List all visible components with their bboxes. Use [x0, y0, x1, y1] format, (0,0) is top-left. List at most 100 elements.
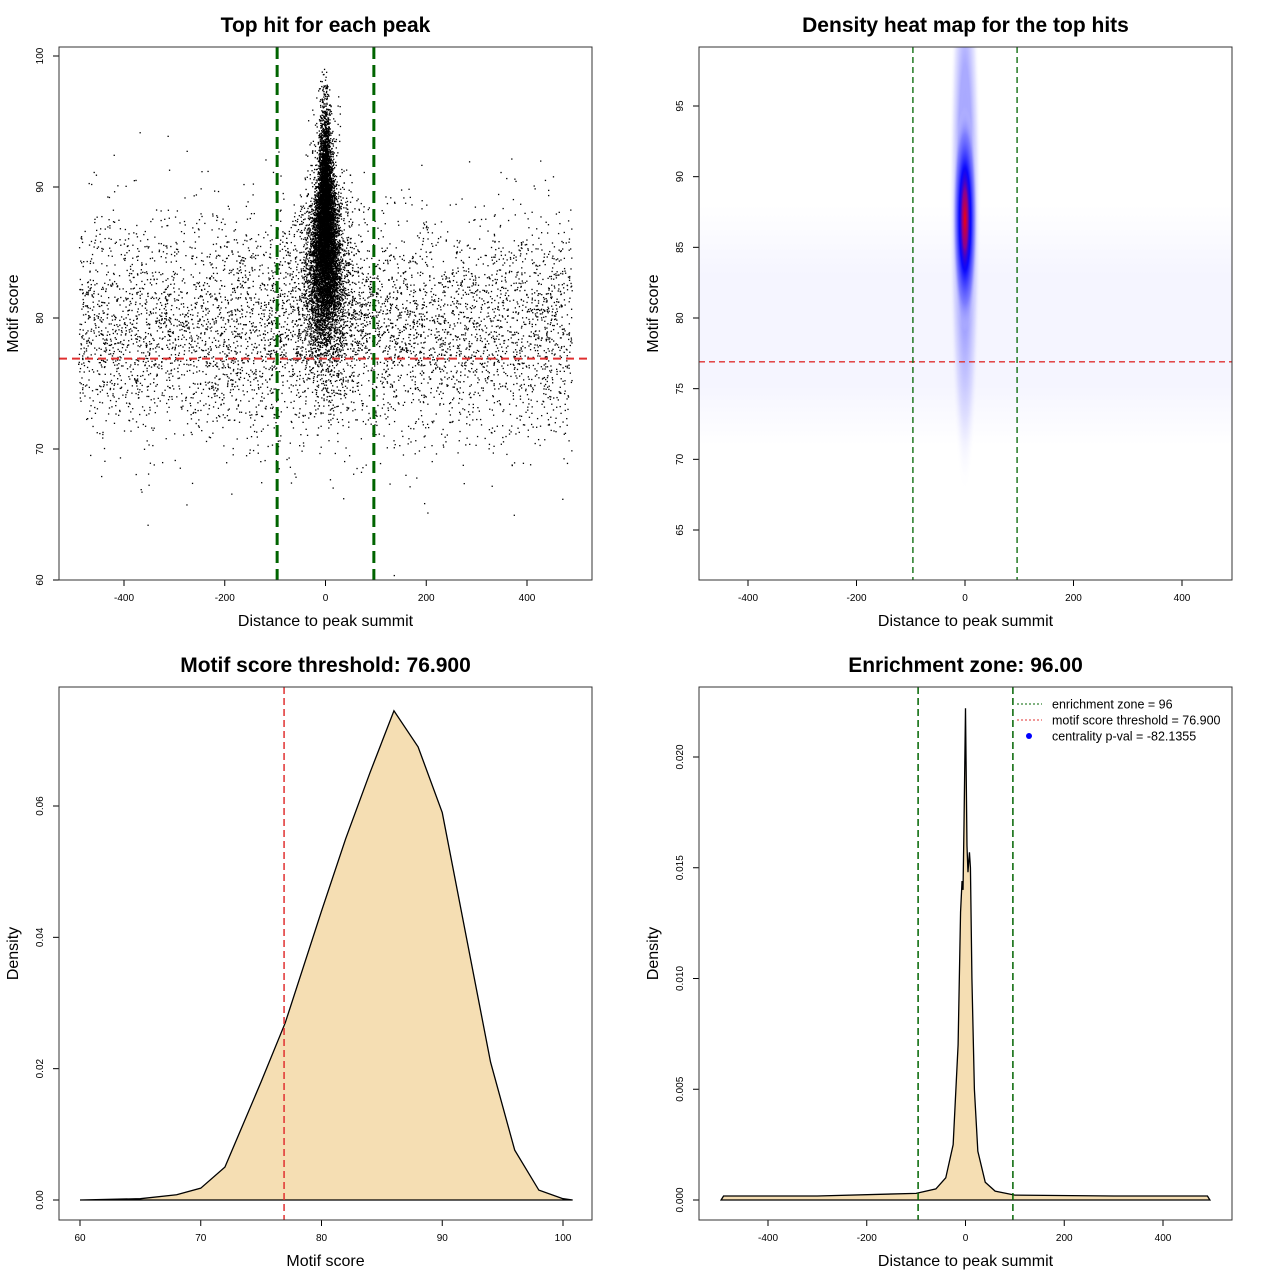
- data-point: [401, 364, 403, 366]
- data-point: [222, 426, 224, 429]
- data-point: [421, 394, 423, 397]
- data-point: [392, 336, 395, 338]
- data-point: [190, 304, 193, 306]
- data-point: [455, 203, 457, 206]
- data-point: [456, 300, 458, 302]
- data-point: [442, 446, 445, 448]
- data-point: [251, 270, 254, 272]
- data-point: [109, 338, 112, 340]
- data-point: [388, 255, 391, 257]
- data-point: [399, 331, 401, 334]
- data-point: [102, 334, 104, 336]
- data-point: [420, 334, 422, 336]
- data-point: [300, 223, 302, 225]
- data-point: [227, 382, 229, 384]
- data-point: [372, 294, 375, 296]
- data-point: [511, 341, 513, 344]
- data-point: [478, 410, 480, 412]
- data-point: [370, 293, 372, 295]
- data-point: [191, 339, 193, 341]
- data-point: [221, 399, 224, 401]
- data-point: [427, 512, 429, 514]
- data-point: [154, 411, 156, 414]
- data-point: [506, 388, 509, 390]
- data-point: [522, 241, 524, 243]
- data-point: [177, 338, 180, 341]
- data-point: [556, 344, 559, 346]
- data-point: [190, 418, 193, 420]
- data-point: [377, 263, 379, 266]
- data-point: [402, 272, 405, 275]
- data-point: [515, 276, 517, 278]
- data-point: [281, 307, 283, 310]
- data-point: [441, 353, 443, 355]
- data-point: [165, 245, 167, 247]
- data-point: [298, 334, 300, 336]
- data-point: [141, 293, 143, 295]
- data-point: [231, 331, 233, 333]
- data-point: [192, 314, 194, 316]
- data-point: [519, 395, 522, 397]
- data-point: [500, 250, 502, 253]
- data-point: [116, 368, 118, 370]
- data-point: [137, 359, 139, 362]
- data-point: [553, 246, 556, 248]
- data-point: [570, 308, 573, 310]
- data-point: [430, 251, 432, 253]
- data-point: [283, 295, 286, 298]
- data-point: [256, 411, 258, 413]
- data-point: [132, 288, 134, 290]
- data-point: [514, 356, 517, 358]
- data-point: [517, 338, 520, 341]
- data-point: [307, 377, 309, 379]
- data-point: [564, 403, 566, 405]
- data-point: [215, 330, 217, 333]
- data-point: [256, 436, 258, 438]
- data-point: [232, 368, 235, 371]
- data-point: [383, 386, 385, 389]
- data-point: [377, 300, 379, 302]
- data-point: [166, 312, 168, 315]
- data-point: [355, 353, 357, 356]
- data-point: [165, 372, 167, 374]
- data-point: [206, 328, 208, 330]
- data-point: [216, 216, 219, 218]
- data-point: [330, 413, 332, 415]
- data-point: [471, 317, 473, 319]
- data-point: [158, 297, 161, 300]
- data-point: [432, 359, 434, 361]
- data-point: [562, 367, 564, 369]
- data-point: [460, 371, 462, 373]
- data-point: [249, 381, 252, 383]
- data-point: [184, 224, 186, 226]
- data-point: [525, 411, 527, 413]
- data-point: [255, 377, 258, 379]
- data-point: [84, 395, 86, 397]
- data-point: [423, 396, 425, 399]
- data-point: [158, 367, 160, 369]
- data-point: [540, 339, 542, 341]
- data-point: [505, 372, 507, 375]
- data-point: [546, 336, 548, 338]
- data-point: [244, 258, 247, 260]
- data-point: [179, 344, 182, 347]
- data-point: [94, 353, 96, 355]
- data-point: [406, 300, 408, 302]
- data-point: [513, 356, 515, 359]
- data-point: [286, 336, 288, 338]
- data-point: [410, 345, 413, 348]
- data-point: [551, 318, 553, 320]
- data-point: [259, 351, 262, 353]
- data-point: [249, 329, 251, 331]
- data-point: [267, 353, 269, 355]
- data-point: [285, 352, 287, 354]
- data-point: [115, 400, 117, 403]
- data-point: [167, 333, 170, 336]
- data-point: [346, 387, 348, 389]
- data-point: [469, 247, 471, 249]
- data-point: [302, 359, 304, 362]
- data-point: [224, 323, 227, 325]
- data-point: [225, 257, 228, 260]
- data-point: [506, 177, 508, 180]
- data-point: [471, 363, 474, 365]
